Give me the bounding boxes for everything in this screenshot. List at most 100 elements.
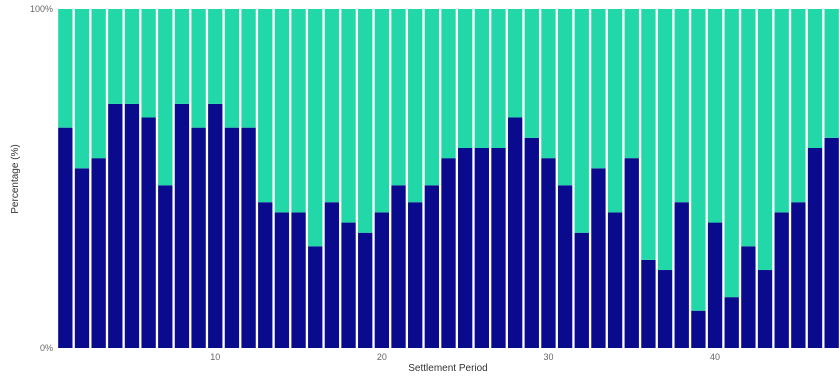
bar-segment-upper-7: [158, 9, 173, 186]
bar-segment-lower-39: [691, 310, 706, 348]
bar-segment-lower-18: [341, 222, 356, 348]
x-tick-label: 30: [543, 352, 553, 362]
bar-segment-lower-37: [657, 270, 673, 348]
bar-segment-upper-21: [391, 9, 406, 186]
bar-segment-lower-12: [241, 127, 256, 349]
bar-segment-lower-32: [574, 232, 589, 348]
bar-segment-upper-8: [174, 9, 190, 104]
bar-segment-lower-44: [774, 212, 789, 348]
bar-segment-upper-43: [757, 9, 773, 271]
bar-segment-lower-20: [374, 212, 390, 348]
bar-segment-lower-19: [358, 232, 373, 348]
bar-segment-upper-40: [707, 9, 723, 223]
bar-segment-upper-24: [441, 9, 456, 159]
bar-segment-lower-4: [108, 103, 123, 348]
bar-segment-lower-42: [741, 246, 756, 348]
bar-segment-upper-10: [208, 9, 223, 104]
bar-segment-upper-47: [824, 9, 839, 138]
x-tick-label: 20: [377, 352, 387, 362]
bar-segment-upper-23: [424, 9, 440, 186]
bar-segment-lower-34: [607, 212, 623, 348]
y-tick-label: 100%: [30, 4, 53, 14]
bar-segment-upper-32: [574, 9, 589, 233]
bar-segment-lower-26: [474, 147, 489, 348]
bar-segment-upper-15: [291, 9, 306, 213]
bar-segment-upper-18: [341, 9, 356, 223]
bar-segment-upper-19: [358, 9, 373, 233]
bar-segment-lower-36: [641, 259, 656, 348]
bar-segment-upper-36: [641, 9, 656, 260]
bar-segment-upper-2: [74, 9, 90, 169]
bar-segment-upper-46: [807, 9, 823, 148]
x-axis: 10 20 30 40: [210, 352, 720, 362]
bar-segment-upper-20: [374, 9, 390, 213]
bar-segment-upper-12: [241, 9, 256, 128]
bar-segment-upper-3: [91, 9, 106, 159]
bar-segment-lower-43: [757, 270, 773, 348]
bar-segment-lower-5: [124, 103, 140, 348]
bar-segment-lower-8: [174, 103, 190, 348]
bar-segment-upper-38: [674, 9, 689, 203]
bar-segment-lower-38: [674, 202, 689, 348]
y-tick-label: 0%: [40, 343, 53, 353]
bar-segment-lower-17: [324, 202, 340, 348]
bar-segment-upper-5: [124, 9, 140, 104]
bar-segment-lower-9: [191, 127, 206, 349]
bar-segment-upper-11: [224, 9, 240, 128]
bar-segment-upper-22: [408, 9, 423, 203]
bar-segment-lower-15: [291, 212, 306, 348]
bar-segment-upper-37: [657, 9, 673, 271]
bar-segment-upper-27: [491, 9, 506, 148]
bar-segment-lower-47: [824, 137, 839, 348]
bar-segment-lower-40: [707, 222, 723, 348]
bar-segment-lower-46: [807, 147, 823, 348]
bar-segment-upper-6: [141, 9, 156, 118]
bars-group: [58, 9, 839, 349]
y-axis-title: Percentage (%): [10, 144, 21, 213]
bar-segment-lower-13: [258, 202, 273, 348]
bar-segment-lower-27: [491, 147, 506, 348]
bar-segment-upper-25: [458, 9, 473, 148]
bar-segment-upper-17: [324, 9, 340, 203]
bar-segment-lower-29: [524, 137, 539, 348]
bar-segment-upper-33: [591, 9, 606, 169]
bar-segment-upper-16: [308, 9, 323, 247]
bar-segment-lower-31: [557, 185, 573, 348]
bar-segment-lower-21: [391, 185, 406, 348]
bar-segment-lower-24: [441, 158, 456, 348]
bar-segment-lower-22: [408, 202, 423, 348]
bar-segment-lower-16: [308, 246, 323, 348]
bar-segment-upper-29: [524, 9, 539, 138]
x-tick-label: 40: [710, 352, 720, 362]
x-tick-label: 10: [210, 352, 220, 362]
bar-segment-lower-35: [624, 158, 639, 348]
bar-segment-lower-23: [424, 185, 440, 348]
bar-segment-lower-7: [158, 185, 173, 348]
bar-segment-upper-9: [191, 9, 206, 128]
bar-segment-upper-14: [274, 9, 290, 213]
bar-segment-lower-33: [591, 168, 606, 348]
bar-segment-lower-3: [91, 158, 106, 348]
x-axis-title: Settlement Period: [408, 363, 488, 374]
bar-segment-upper-30: [541, 9, 556, 159]
bar-segment-lower-1: [58, 127, 73, 349]
bar-segment-upper-34: [607, 9, 623, 213]
bar-segment-upper-28: [507, 9, 523, 118]
bar-segment-lower-45: [791, 202, 806, 348]
bar-segment-lower-2: [74, 168, 90, 348]
bar-segment-lower-10: [208, 103, 223, 348]
bar-segment-lower-30: [541, 158, 556, 348]
bar-segment-upper-31: [557, 9, 573, 186]
bar-segment-lower-28: [507, 117, 523, 348]
bar-segment-upper-26: [474, 9, 489, 148]
bar-segment-upper-35: [624, 9, 639, 159]
bar-segment-lower-25: [458, 147, 473, 348]
bar-segment-lower-11: [224, 127, 240, 349]
bar-segment-lower-41: [724, 297, 739, 348]
bar-segment-upper-39: [691, 9, 706, 311]
bar-segment-upper-42: [741, 9, 756, 247]
bar-segment-lower-14: [274, 212, 290, 348]
y-axis: 0% 100%: [30, 4, 53, 353]
bar-segment-upper-1: [58, 9, 73, 128]
